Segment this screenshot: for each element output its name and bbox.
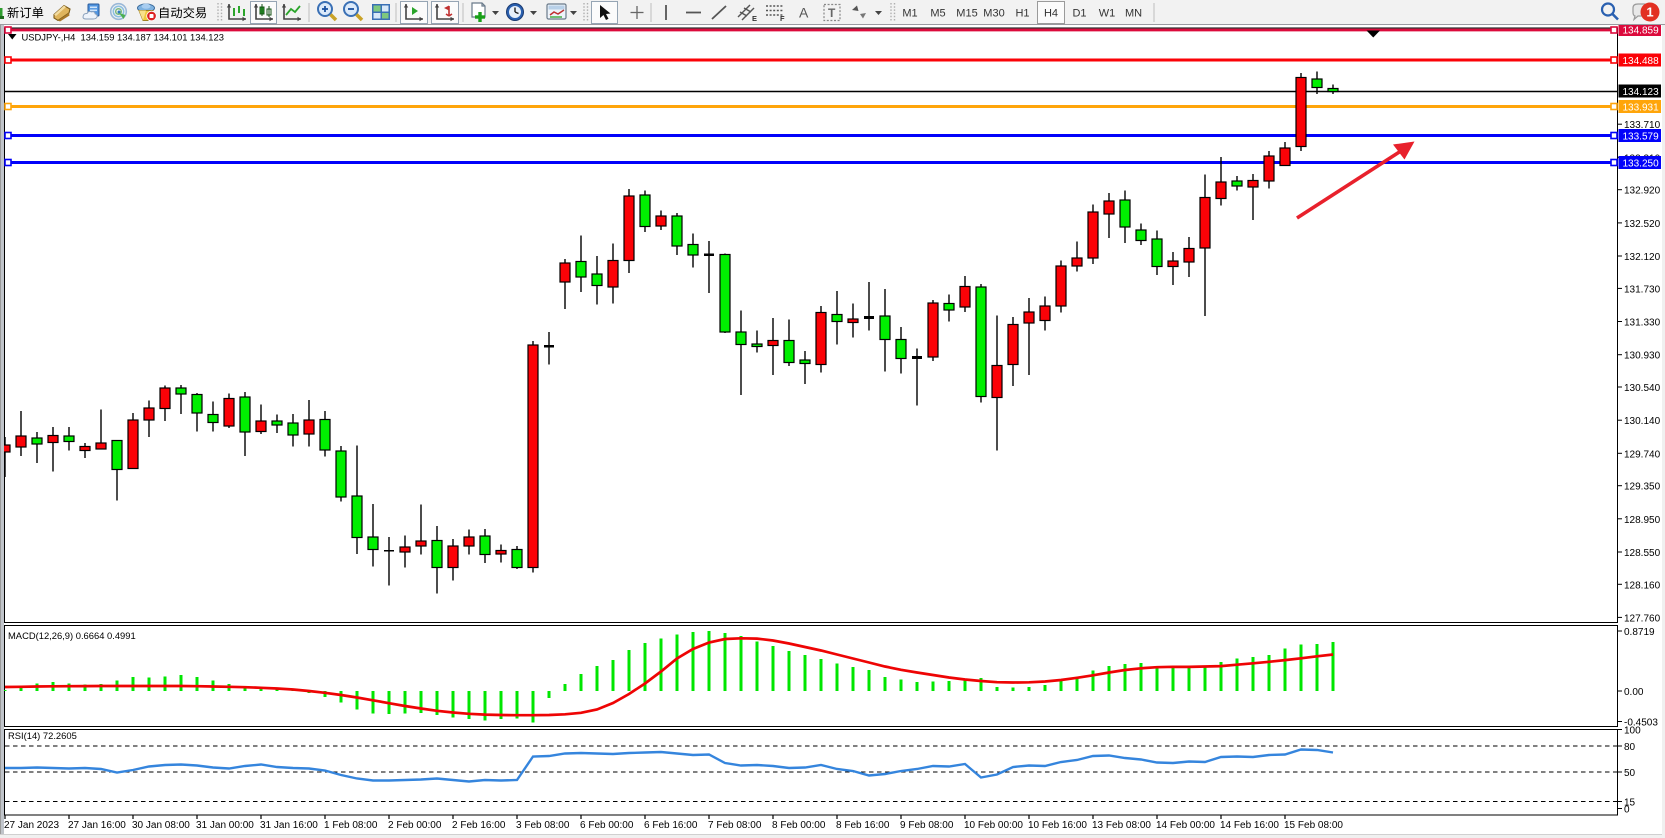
- svg-text:130.140: 130.140: [1624, 416, 1661, 427]
- svg-text:0.00: 0.00: [1624, 687, 1644, 698]
- svg-text:133.579: 133.579: [1623, 132, 1660, 143]
- svg-text:134.859: 134.859: [1623, 26, 1660, 37]
- svg-text:15 Feb 08:00: 15 Feb 08:00: [1284, 820, 1343, 831]
- svg-text:F: F: [780, 14, 785, 23]
- svg-text:80: 80: [1624, 742, 1636, 753]
- svg-text:M15: M15: [956, 8, 977, 20]
- svg-text:132.120: 132.120: [1624, 252, 1661, 263]
- svg-text:15: 15: [1624, 798, 1636, 809]
- svg-text:10 Feb 00:00: 10 Feb 00:00: [964, 820, 1023, 831]
- svg-text:128.550: 128.550: [1624, 548, 1661, 559]
- svg-text:6 Feb 00:00: 6 Feb 00:00: [580, 820, 634, 831]
- svg-text:USDJPY-,H4 134.159 134.187 13: USDJPY-,H4 134.159 134.187 134.101 134.1…: [22, 32, 224, 43]
- svg-text:132.520: 132.520: [1624, 219, 1661, 230]
- svg-text:133.710: 133.710: [1624, 120, 1661, 131]
- svg-text:128.160: 128.160: [1624, 580, 1661, 591]
- svg-text:10 Feb 16:00: 10 Feb 16:00: [1028, 820, 1087, 831]
- svg-text:133.250: 133.250: [1623, 159, 1660, 170]
- svg-text:50: 50: [1624, 768, 1636, 779]
- svg-text:3 Feb 08:00: 3 Feb 08:00: [516, 820, 570, 831]
- svg-text:27 Jan 16:00: 27 Jan 16:00: [68, 820, 126, 831]
- svg-text:27 Jan 2023: 27 Jan 2023: [4, 820, 59, 831]
- svg-text:E: E: [752, 14, 757, 23]
- svg-text:A: A: [799, 5, 809, 21]
- svg-text:127.760: 127.760: [1624, 613, 1661, 624]
- svg-text:133.931: 133.931: [1623, 103, 1660, 114]
- svg-text:30 Jan 08:00: 30 Jan 08:00: [132, 820, 190, 831]
- svg-text:7 Feb 08:00: 7 Feb 08:00: [708, 820, 762, 831]
- svg-text:0: 0: [1624, 805, 1630, 816]
- svg-text:1: 1: [1646, 5, 1653, 20]
- svg-text:130.540: 130.540: [1624, 383, 1661, 394]
- svg-text:M1: M1: [902, 8, 917, 20]
- svg-text:100: 100: [1624, 726, 1641, 737]
- svg-text:1 Feb 08:00: 1 Feb 08:00: [324, 820, 378, 831]
- svg-text:2 Feb 00:00: 2 Feb 00:00: [388, 820, 442, 831]
- svg-text:-0.4503: -0.4503: [1624, 718, 1658, 729]
- svg-text:MN: MN: [1125, 8, 1142, 20]
- svg-text:W1: W1: [1099, 8, 1116, 20]
- svg-text:D1: D1: [1072, 8, 1086, 20]
- svg-text:134.488: 134.488: [1623, 56, 1660, 67]
- svg-text:6 Feb 16:00: 6 Feb 16:00: [644, 820, 698, 831]
- svg-text:128.950: 128.950: [1624, 515, 1661, 526]
- svg-text:130.930: 130.930: [1624, 351, 1661, 362]
- svg-text:13 Feb 08:00: 13 Feb 08:00: [1092, 820, 1151, 831]
- svg-text:H4: H4: [1044, 8, 1058, 20]
- svg-text:8 Feb 00:00: 8 Feb 00:00: [772, 820, 826, 831]
- svg-text:14 Feb 16:00: 14 Feb 16:00: [1220, 820, 1279, 831]
- svg-text:132.920: 132.920: [1624, 186, 1661, 197]
- svg-text:9 Feb 08:00: 9 Feb 08:00: [900, 820, 954, 831]
- svg-text:MACD(12,26,9) 0.6664 0.4991: MACD(12,26,9) 0.6664 0.4991: [8, 630, 136, 641]
- svg-text:129.740: 129.740: [1624, 449, 1661, 460]
- svg-text:RSI(14) 72.2605: RSI(14) 72.2605: [8, 730, 77, 741]
- svg-text:131.330: 131.330: [1624, 318, 1661, 329]
- svg-text:M30: M30: [983, 8, 1004, 20]
- svg-text:H1: H1: [1015, 8, 1029, 20]
- svg-text:M5: M5: [930, 8, 945, 20]
- svg-text:2 Feb 16:00: 2 Feb 16:00: [452, 820, 506, 831]
- svg-text:134.123: 134.123: [1623, 87, 1660, 98]
- svg-text:31 Jan 00:00: 31 Jan 00:00: [196, 820, 254, 831]
- svg-text:0.8719: 0.8719: [1624, 627, 1655, 638]
- svg-text:8 Feb 16:00: 8 Feb 16:00: [836, 820, 890, 831]
- svg-text:T: T: [828, 6, 836, 20]
- svg-text:14 Feb 00:00: 14 Feb 00:00: [1156, 820, 1215, 831]
- svg-text:129.350: 129.350: [1624, 482, 1661, 493]
- svg-text:31 Jan 16:00: 31 Jan 16:00: [260, 820, 318, 831]
- svg-text:131.730: 131.730: [1624, 284, 1661, 295]
